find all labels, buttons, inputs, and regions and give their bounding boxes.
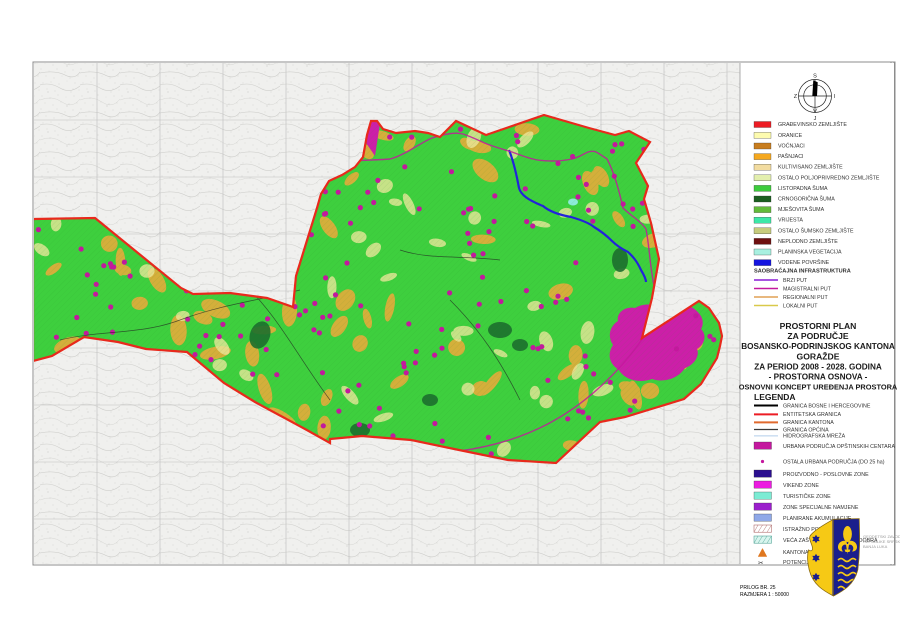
svg-text:PAŠNJACI: PAŠNJACI (778, 153, 804, 160)
svg-text:ZA PERIOD 2008 - 2028. GODINA: ZA PERIOD 2008 - 2028. GODINA (754, 363, 882, 372)
svg-text:Z: Z (794, 94, 798, 100)
svg-text:LEGENDA: LEGENDA (754, 392, 796, 402)
svg-text:PROIZVODNO - POSLOVNE ZONE: PROIZVODNO - POSLOVNE ZONE (783, 472, 869, 478)
svg-text:PROSTORNI PLAN: PROSTORNI PLAN (780, 321, 857, 331)
svg-text:PLANINSKA VEGETACIJA: PLANINSKA VEGETACIJA (778, 250, 842, 256)
svg-text:OSTALO POLJOPRIVREDNO ZEMLJIŠT: OSTALO POLJOPRIVREDNO ZEMLJIŠTE (778, 174, 880, 181)
svg-text:GORAŽDE: GORAŽDE (797, 351, 840, 362)
svg-text:MAGISTRALNI PUT: MAGISTRALNI PUT (783, 286, 832, 292)
svg-text:GRANICA OPĆINA: GRANICA OPĆINA (783, 426, 829, 433)
svg-text:CRNOGORIČNA ŠUMA: CRNOGORIČNA ŠUMA (778, 196, 835, 203)
svg-text:ORANICE: ORANICE (778, 133, 803, 139)
svg-text:BRZI PUT: BRZI PUT (783, 278, 808, 284)
svg-text:OSNOVNI KONCEPT UREĐENJA PROST: OSNOVNI KONCEPT UREĐENJA PROSTORA (739, 383, 898, 392)
svg-text:SAOBRAĆAJNA INFRASTRUKTURA: SAOBRAĆAJNA INFRASTRUKTURA (754, 267, 851, 275)
svg-text:GRANICA BOSNE I HERCEGOVINE: GRANICA BOSNE I HERCEGOVINE (783, 403, 871, 409)
svg-text:LOKALNI PUT: LOKALNI PUT (783, 303, 818, 309)
svg-text:VIKEND ZONE: VIKEND ZONE (783, 483, 819, 489)
svg-text:URBANA PODRUČJA OPŠTINSKIH CEN: URBANA PODRUČJA OPŠTINSKIH CENTARA (783, 443, 896, 450)
svg-text:HIDROGRAFSKA MREŽA: HIDROGRAFSKA MREŽA (783, 432, 846, 440)
svg-text:REGIONALNI PUT: REGIONALNI PUT (783, 295, 829, 301)
svg-text:TURISTIČKE ZONE: TURISTIČKE ZONE (783, 493, 831, 500)
svg-text:BANJA LUKA: BANJA LUKA (863, 544, 888, 549)
svg-text:ENTITETSKA GRANICA: ENTITETSKA GRANICA (783, 412, 841, 418)
svg-text:S: S (813, 74, 817, 80)
svg-text:ZA PODRUČJE: ZA PODRUČJE (787, 330, 849, 341)
svg-text:✂: ✂ (758, 560, 764, 567)
svg-text:MJEŠOVITA ŠUMA: MJEŠOVITA ŠUMA (778, 206, 825, 213)
svg-text:NEPLODNO ZEMLJIŠTE: NEPLODNO ZEMLJIŠTE (778, 238, 838, 245)
svg-text:ZONE SPECIJALNE NAMJENE: ZONE SPECIJALNE NAMJENE (783, 505, 859, 511)
svg-text:GRAĐEVINSKO ZEMLJIŠTE: GRAĐEVINSKO ZEMLJIŠTE (778, 121, 847, 128)
svg-text:OSTALA URBANA PODRUČJA (DO 25: OSTALA URBANA PODRUČJA (DO 25 ha) (783, 459, 885, 466)
svg-text:BOSANSKO-PODRINJSKOG KANTONA: BOSANSKO-PODRINJSKOG KANTONA (741, 342, 895, 351)
svg-text:VRIJESTA: VRIJESTA (778, 218, 803, 224)
svg-text:VOĆNJACI: VOĆNJACI (778, 143, 805, 150)
svg-text:VODENE POVRŠINE: VODENE POVRŠINE (778, 259, 830, 266)
svg-text:KULTIVISANO ZEMLJIŠTE: KULTIVISANO ZEMLJIŠTE (778, 164, 843, 171)
svg-text:GRANICA KANTONA: GRANICA KANTONA (783, 420, 834, 426)
svg-text:LISTOPADNA ŠUMA: LISTOPADNA ŠUMA (778, 185, 828, 192)
svg-text:OSTALO ŠUMSKO ZEMLJIŠTE: OSTALO ŠUMSKO ZEMLJIŠTE (778, 227, 854, 234)
svg-text:PRILOG BR. 25: PRILOG BR. 25 (740, 585, 776, 591)
svg-text:- PROSTORNA OSNOVA -: - PROSTORNA OSNOVA - (769, 373, 868, 382)
svg-text:RAZMJERA 1 : 50000: RAZMJERA 1 : 50000 (740, 592, 789, 598)
